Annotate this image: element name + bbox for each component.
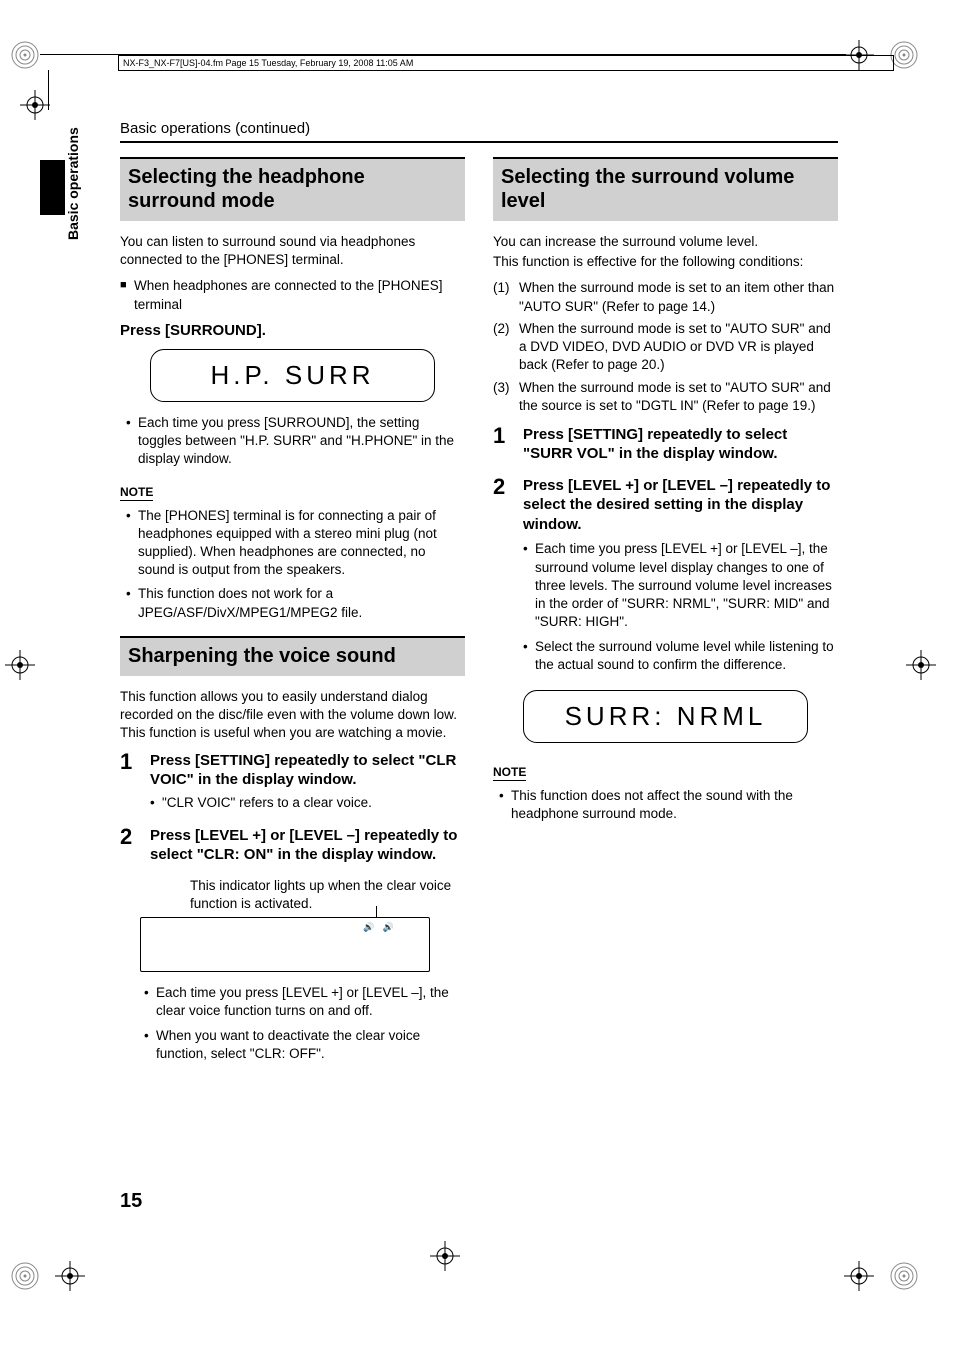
display-window: SURR: NRML bbox=[523, 690, 808, 743]
step-title: Press [SETTING] repeatedly to select "CL… bbox=[150, 751, 465, 790]
condition-3: (3)When the surround mode is set to "AUT… bbox=[493, 379, 838, 415]
crosshair-icon bbox=[906, 650, 936, 680]
note-item: This function does not affect the sound … bbox=[511, 787, 838, 823]
condition-text: When headphones are connected to the [PH… bbox=[120, 277, 465, 313]
crosshair-icon bbox=[55, 1261, 85, 1291]
reg-mark-icon bbox=[10, 1261, 40, 1291]
section-title: Sharpening the voice sound bbox=[120, 636, 465, 676]
body-text: You can increase the surround volume lev… bbox=[493, 233, 838, 251]
reg-mark-icon bbox=[889, 1261, 919, 1291]
step-2: 2 Press [LEVEL +] or [LEVEL –] repeatedl… bbox=[493, 476, 838, 680]
side-section-label: Basic operations bbox=[65, 127, 81, 240]
print-rule bbox=[48, 70, 49, 110]
speaker-icons: 🔊 🔊 bbox=[363, 922, 397, 933]
step-number: 1 bbox=[120, 751, 138, 818]
condition-1: (1)When the surround mode is set to an i… bbox=[493, 279, 838, 315]
step-title: Press [SETTING] repeatedly to select "SU… bbox=[523, 425, 838, 464]
step-title: Press [LEVEL +] or [LEVEL –] repeatedly … bbox=[523, 476, 838, 535]
indicator-note: This indicator lights up when the clear … bbox=[190, 877, 465, 913]
step-2: 2 Press [LEVEL +] or [LEVEL –] repeatedl… bbox=[120, 826, 465, 869]
page-content: Basic operations Basic operations (conti… bbox=[120, 120, 838, 1069]
condition-2: (2)When the surround mode is set to "AUT… bbox=[493, 320, 838, 375]
display-window: H.P. SURR bbox=[150, 349, 435, 402]
note-item: This function does not work for a JPEG/A… bbox=[138, 585, 465, 621]
bullet-item: When you want to deactivate the clear vo… bbox=[156, 1027, 465, 1063]
section-tab bbox=[40, 160, 65, 215]
section-title: Selecting the surround volume level bbox=[493, 157, 838, 221]
step-number: 1 bbox=[493, 425, 511, 468]
bullet-item: Each time you press [LEVEL +] or [LEVEL … bbox=[156, 984, 465, 1020]
note-item: The [PHONES] terminal is for connecting … bbox=[138, 507, 465, 580]
step-number: 2 bbox=[120, 826, 138, 869]
bullet-item: Select the surround volume level while l… bbox=[535, 638, 838, 674]
step-sub: "CLR VOIC" refers to a clear voice. bbox=[162, 794, 465, 812]
body-text: You can listen to surround sound via hea… bbox=[120, 233, 465, 269]
body-text: This function is effective for the follo… bbox=[493, 253, 838, 271]
crosshair-icon bbox=[20, 90, 50, 120]
right-column: Selecting the surround volume level You … bbox=[493, 157, 838, 1069]
print-header: NX-F3_NX-F7[US]-04.fm Page 15 Tuesday, F… bbox=[118, 55, 894, 71]
page-number: 15 bbox=[120, 1190, 142, 1213]
left-column: Selecting the headphone surround mode Yo… bbox=[120, 157, 465, 1069]
page-header: Basic operations (continued) bbox=[120, 120, 838, 137]
indicator-diagram: 🔊 🔊 bbox=[140, 917, 430, 972]
step-1: 1 Press [SETTING] repeatedly to select "… bbox=[120, 751, 465, 818]
step-title: Press [LEVEL +] or [LEVEL –] repeatedly … bbox=[150, 826, 465, 865]
step-number: 2 bbox=[493, 476, 511, 680]
step-1: 1 Press [SETTING] repeatedly to select "… bbox=[493, 425, 838, 468]
instruction-heading: Press [SURROUND]. bbox=[120, 322, 465, 339]
bullet-item: Each time you press [SURROUND], the sett… bbox=[138, 414, 465, 469]
body-text: This function allows you to easily under… bbox=[120, 688, 465, 743]
crosshair-icon bbox=[430, 1241, 460, 1271]
crosshair-icon bbox=[844, 1261, 874, 1291]
section-title: Selecting the headphone surround mode bbox=[120, 157, 465, 221]
note-label: NOTE bbox=[120, 485, 153, 501]
crosshair-icon bbox=[5, 650, 35, 680]
bullet-item: Each time you press [LEVEL +] or [LEVEL … bbox=[535, 540, 838, 631]
note-label: NOTE bbox=[493, 765, 526, 781]
reg-mark-icon bbox=[10, 40, 40, 70]
header-rule bbox=[120, 141, 838, 143]
